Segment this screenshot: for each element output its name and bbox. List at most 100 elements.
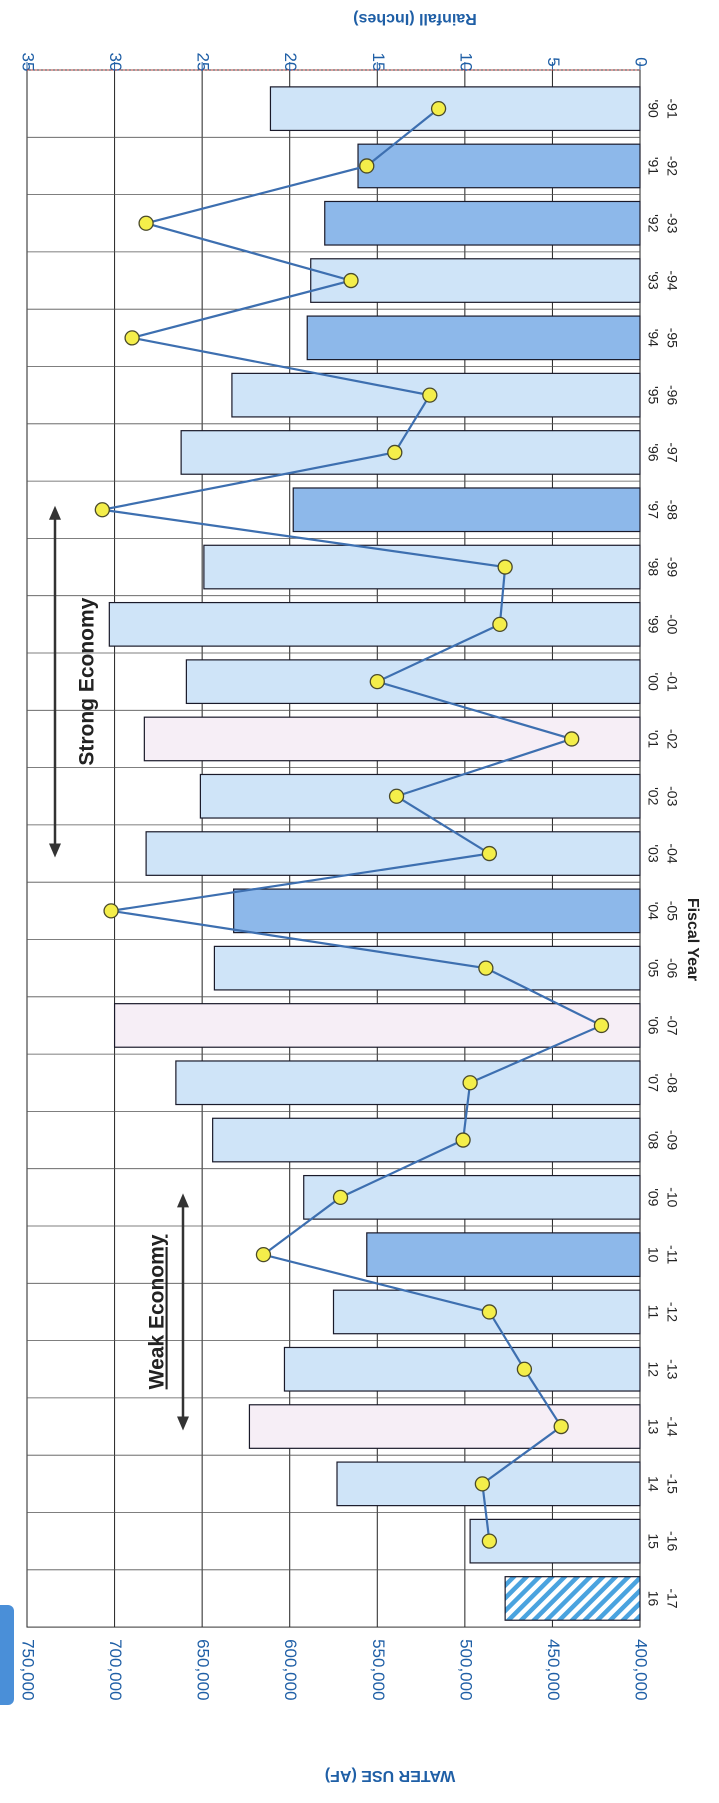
category-label-year: '05	[645, 959, 661, 977]
rainfall-point	[94, 502, 110, 518]
water-use-bar	[324, 200, 641, 246]
rainfall-point	[564, 731, 580, 747]
left-axis-tick-label: 750,000	[19, 1639, 38, 1700]
annotation-arrowhead	[177, 1416, 189, 1431]
economy-annotation-label: Strong Economy	[76, 597, 99, 765]
category-label-year-end: -13	[664, 1359, 680, 1379]
category-label-year-end: -03	[664, 786, 680, 806]
right-axis-tick-label: 30	[106, 53, 125, 72]
rainfall-line	[102, 107, 605, 1542]
rainfall-point	[343, 272, 359, 289]
rainfall-point	[478, 960, 494, 976]
water-use-bar	[269, 86, 641, 132]
category-label-year-end: -02	[664, 729, 680, 749]
rainfall-point	[481, 845, 498, 862]
category-label-year-end: -14	[664, 1416, 680, 1436]
side-tab	[0, 1605, 14, 1705]
annotation-arrowhead	[177, 1193, 189, 1208]
economy-annotation-label: Weak Economy	[146, 1234, 169, 1389]
category-label-year-end: -99	[664, 557, 680, 577]
water-use-bar	[357, 143, 641, 189]
category-label-year-end: -97	[664, 442, 680, 462]
left-axis-tick-label: 550,000	[369, 1639, 388, 1700]
category-label-year: '01	[645, 730, 661, 748]
rainfall-point	[553, 1418, 569, 1435]
category-label-year-end: -17	[664, 1588, 680, 1608]
rainfall-point	[332, 1189, 349, 1205]
rainfall-point	[492, 616, 508, 632]
category-label-year-end: -10	[664, 1187, 680, 1207]
right-axis-tick-label: 5	[544, 57, 563, 66]
category-label-year-end: -09	[664, 1130, 680, 1150]
right-axis-tick-label: 20	[281, 53, 300, 72]
category-label-year-end: -96	[664, 385, 680, 405]
category-label-year-end: -91	[664, 99, 680, 119]
water-use-bar	[185, 659, 641, 705]
category-label-year: '96	[645, 443, 661, 461]
category-label-year: '09	[645, 1188, 661, 1206]
category-label-year: 16	[645, 1591, 661, 1607]
category-label-year-end: -94	[664, 270, 680, 290]
category-label-year: '99	[645, 615, 661, 633]
category-label-year: '93	[645, 271, 661, 289]
water-use-bar	[292, 487, 641, 533]
category-label-year: '04	[645, 902, 661, 920]
water-use-bar	[310, 258, 641, 303]
water-use-bar	[212, 1117, 641, 1163]
water-use-bar	[108, 601, 641, 647]
x-axis-title: Fiscal Year	[684, 898, 701, 981]
category-label-year: '00	[645, 673, 661, 691]
water-use-bar	[504, 1576, 641, 1621]
left-axis-tick-label: 500,000	[456, 1639, 475, 1700]
left-axis-tick-label: 450,000	[544, 1639, 563, 1700]
water-use-bar	[113, 1003, 641, 1048]
category-label-year-end: -98	[664, 500, 680, 520]
rainfall-point	[255, 1247, 272, 1263]
category-label-year-end: -15	[664, 1474, 680, 1494]
rainfall-point	[138, 215, 154, 231]
rainfall-point	[497, 559, 513, 575]
left-axis-title: WATER USE (AF)	[325, 1767, 455, 1784]
right-axis-tick-label: 25	[194, 53, 213, 72]
left-axis-tick-label: 700,000	[106, 1639, 125, 1700]
left-axis-tick-label: 400,000	[632, 1639, 651, 1700]
category-label-year-end: -16	[664, 1531, 680, 1551]
water-use-bar	[248, 1404, 641, 1449]
rainfall-point	[481, 1304, 498, 1320]
category-label-year: 15	[645, 1533, 661, 1549]
category-label-year: '03	[645, 844, 661, 862]
water-use-bar	[143, 716, 641, 762]
category-label-year: '98	[645, 558, 661, 576]
category-label-year: '91	[645, 157, 661, 175]
category-label-year: '94	[645, 329, 661, 347]
rainfall-point	[359, 158, 375, 174]
rainfall-point	[388, 788, 405, 804]
category-label-year-end: -11	[664, 1245, 680, 1264]
category-label-year: '97	[645, 501, 661, 519]
category-label-year-end: -05	[664, 901, 680, 921]
rainfall-point	[430, 101, 447, 117]
rainfall-point	[103, 903, 119, 919]
category-label-year: '90	[645, 100, 661, 118]
category-label-year: 14	[645, 1476, 661, 1492]
water-use-bar	[180, 430, 641, 475]
right-axis-tick-label: 0	[632, 57, 651, 66]
water-use-bar	[303, 1174, 641, 1220]
rainfall-point	[124, 330, 140, 346]
category-label-year: 10	[645, 1247, 661, 1263]
category-label-year: 12	[645, 1361, 661, 1377]
water-use-bar	[469, 1518, 641, 1564]
category-label-year-end: -95	[664, 328, 680, 348]
rainfall-point	[474, 1476, 491, 1492]
water-use-bar	[175, 1060, 641, 1106]
category-label-year-end: -00	[664, 614, 680, 634]
water-use-bar	[213, 945, 641, 991]
rainfall-point	[455, 1132, 471, 1148]
rainfall-point	[593, 1017, 610, 1034]
water-use-bar	[366, 1232, 641, 1278]
rainfall-point	[387, 444, 403, 461]
category-label-year: '02	[645, 787, 661, 805]
right-axis-tick-label: 35	[19, 53, 38, 72]
right-axis-tick-label: 10	[456, 53, 475, 72]
